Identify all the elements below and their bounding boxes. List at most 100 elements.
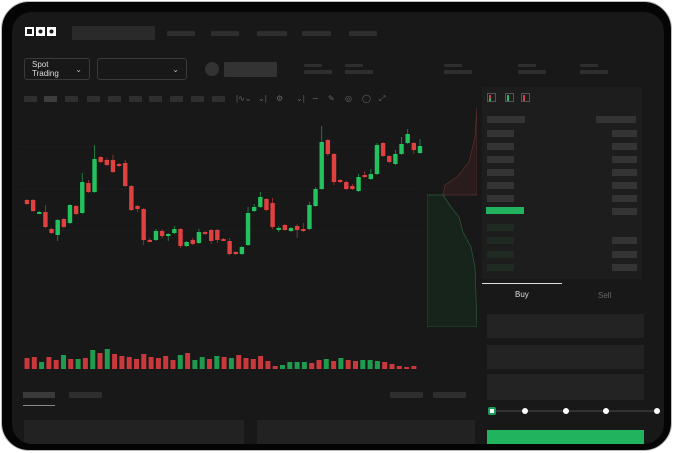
- orderbook-bids-icon[interactable]: [505, 93, 514, 102]
- candle: [190, 240, 195, 244]
- volume-bar: [82, 358, 88, 369]
- depth-asks: [442, 107, 477, 196]
- candle: [141, 209, 146, 240]
- amount-input[interactable]: [487, 345, 644, 369]
- candle: [313, 189, 318, 206]
- okx-logo[interactable]: [25, 27, 56, 36]
- candle: [380, 143, 386, 156]
- candle: [196, 232, 202, 243]
- orderbook-both-icon[interactable]: [487, 93, 496, 102]
- candle: [411, 143, 417, 150]
- candle: [98, 157, 103, 162]
- slider-step-100[interactable]: [654, 408, 660, 414]
- market-type-label: Spot Trading: [32, 60, 59, 78]
- volume-bar: [170, 360, 176, 369]
- tab-order-history[interactable]: [69, 392, 102, 398]
- fullscreen-icon[interactable]: ⤢: [379, 94, 386, 103]
- bid-price: [487, 264, 514, 271]
- volume-bar: [75, 359, 81, 369]
- settings-icon[interactable]: ⚙: [276, 94, 284, 103]
- candle: [331, 154, 337, 182]
- total-input[interactable]: [487, 374, 644, 400]
- interval-button[interactable]: [191, 96, 204, 102]
- slider-step-25[interactable]: [522, 408, 528, 414]
- nav-item[interactable]: [257, 31, 287, 36]
- orderbook-asks-icon[interactable]: [521, 93, 530, 102]
- nav-item[interactable]: [349, 31, 377, 36]
- volume-bar: [316, 360, 322, 369]
- candle: [307, 205, 312, 229]
- volume-bar: [39, 362, 45, 369]
- circle-icon[interactable]: ◯: [362, 94, 371, 103]
- candle: [350, 186, 355, 189]
- candle: [49, 229, 54, 233]
- search-placeholder[interactable]: [72, 26, 155, 40]
- volume-bar: [68, 359, 74, 369]
- candle: [417, 146, 423, 153]
- nav-item[interactable]: [302, 31, 331, 36]
- chevron-down-icon[interactable]: ⌄|: [296, 94, 305, 103]
- candlestick-chart[interactable]: [12, 107, 482, 372]
- volume-bar: [360, 360, 366, 369]
- indicator-icon[interactable]: |∿⌄: [236, 94, 252, 103]
- interval-button[interactable]: [129, 96, 142, 102]
- volume-bar: [90, 350, 96, 369]
- slider-step-75[interactable]: [603, 408, 609, 414]
- orderbook-header: [487, 116, 525, 123]
- volume-bar: [134, 359, 139, 369]
- volume-bar: [331, 361, 337, 369]
- candle: [172, 229, 177, 233]
- volume-bar: [221, 357, 227, 369]
- interval-button[interactable]: [65, 96, 78, 102]
- slider-step-50[interactable]: [563, 408, 569, 414]
- ask-size: [612, 130, 637, 137]
- candle: [209, 230, 214, 241]
- interval-button[interactable]: [87, 96, 100, 102]
- slider-handle[interactable]: [488, 407, 496, 415]
- volume-bar: [367, 360, 373, 369]
- filter-button[interactable]: [390, 392, 423, 398]
- candle: [270, 203, 275, 227]
- volume-bar: [155, 358, 161, 369]
- volume-bar: [280, 365, 285, 369]
- candle: [276, 228, 281, 230]
- bid-size: [612, 264, 637, 271]
- tab-sell[interactable]: Sell: [598, 291, 612, 300]
- nav-item[interactable]: [211, 31, 239, 36]
- ask-price: [487, 130, 514, 137]
- candle: [294, 226, 300, 230]
- interval-button[interactable]: [44, 96, 57, 102]
- market-type-dropdown[interactable]: Spot Trading ⌄: [24, 58, 90, 80]
- interval-button[interactable]: [24, 96, 37, 102]
- interval-button[interactable]: [108, 96, 121, 102]
- buy-submit-button[interactable]: [487, 430, 644, 444]
- amount-slider[interactable]: [490, 410, 660, 412]
- volume-bar: [236, 355, 242, 369]
- candle: [288, 228, 294, 231]
- volume-bar: [301, 362, 307, 369]
- volume-bar: [309, 363, 315, 369]
- ask-size: [612, 195, 637, 202]
- candle: [153, 231, 159, 240]
- nav-item[interactable]: [167, 31, 195, 36]
- pencil-icon[interactable]: ✎: [328, 94, 335, 103]
- volume-bar: [411, 366, 417, 369]
- interval-button[interactable]: [149, 96, 162, 102]
- target-icon[interactable]: ◎: [345, 94, 352, 103]
- candle: [337, 180, 343, 182]
- volume-bar: [214, 356, 220, 369]
- interval-button[interactable]: [170, 96, 183, 102]
- candle: [55, 220, 60, 235]
- line-tool-icon[interactable]: ∼: [312, 94, 319, 103]
- tab-open-orders[interactable]: [23, 392, 55, 398]
- price-input[interactable]: [487, 314, 644, 338]
- tab-buy[interactable]: Buy: [515, 290, 529, 299]
- chart-type-icon[interactable]: ⌄|: [258, 94, 267, 103]
- pair-dropdown[interactable]: ⌄: [97, 58, 187, 80]
- filter-button[interactable]: [433, 392, 466, 398]
- candle: [129, 186, 134, 210]
- interval-button[interactable]: [212, 96, 225, 102]
- candle: [356, 177, 361, 191]
- candle: [399, 144, 404, 154]
- candle: [215, 230, 220, 240]
